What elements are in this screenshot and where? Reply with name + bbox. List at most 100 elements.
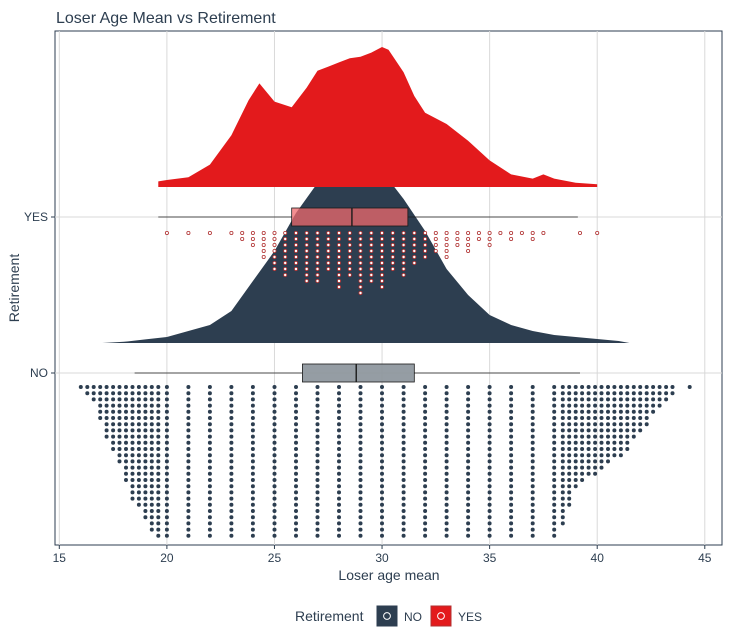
dot-no	[136, 490, 141, 495]
chart-title: Loser Age Mean vs Retirement	[56, 10, 276, 27]
dot-no	[117, 391, 122, 396]
dot-no	[423, 527, 428, 532]
dot-no	[250, 384, 255, 389]
dot-no	[423, 391, 428, 396]
dot-no	[567, 477, 572, 482]
dot-yes	[444, 236, 449, 241]
dot-no	[229, 477, 234, 482]
dot-no	[164, 440, 169, 445]
dot-no	[657, 403, 662, 408]
series-yes	[158, 47, 600, 295]
dot-no	[580, 446, 585, 451]
dot-no	[272, 415, 277, 420]
dot-no	[130, 471, 135, 476]
dot-no	[229, 434, 234, 439]
dot-yes	[304, 254, 309, 259]
dot-no	[136, 453, 141, 458]
dot-no	[164, 471, 169, 476]
dot-no	[509, 533, 514, 538]
dot-no	[358, 508, 363, 513]
dot-yes	[595, 230, 600, 235]
dot-no	[358, 496, 363, 501]
dot-no	[560, 484, 565, 489]
dot-no	[530, 465, 535, 470]
dot-no	[487, 490, 492, 495]
dot-no	[487, 459, 492, 464]
dot-no	[509, 415, 514, 420]
dot-no	[272, 397, 277, 402]
dot-no	[293, 446, 298, 451]
dot-no	[186, 477, 191, 482]
dot-no	[567, 428, 572, 433]
dot-no	[207, 453, 212, 458]
dot-no	[149, 521, 154, 526]
dot-no	[358, 397, 363, 402]
dot-no	[143, 409, 148, 414]
dot-no	[186, 484, 191, 489]
dot-no	[401, 465, 406, 470]
dot-no	[111, 428, 116, 433]
dot-yes	[304, 260, 309, 265]
dot-no	[136, 477, 141, 482]
dot-no	[530, 422, 535, 427]
dot-yes	[358, 278, 363, 283]
dot-no	[164, 459, 169, 464]
dot-no	[593, 459, 598, 464]
dot-yes	[509, 236, 514, 241]
dot-no	[509, 521, 514, 526]
dot-no	[580, 391, 585, 396]
dot-no	[111, 391, 116, 396]
dot-no	[98, 415, 103, 420]
dot-no	[111, 422, 116, 427]
dot-yes	[261, 230, 266, 235]
dot-no	[651, 391, 656, 396]
dot-no	[487, 477, 492, 482]
dot-no	[164, 515, 169, 520]
dot-no	[401, 521, 406, 526]
dot-no	[272, 403, 277, 408]
dot-no	[560, 440, 565, 445]
dot-no	[229, 453, 234, 458]
x-tick-label: 25	[268, 551, 282, 565]
dot-no	[358, 459, 363, 464]
dot-no	[567, 409, 572, 414]
dot-no	[599, 422, 604, 427]
dot-no	[612, 428, 617, 433]
dot-yes	[336, 278, 341, 283]
dot-no	[423, 496, 428, 501]
dot-no	[149, 453, 154, 458]
dot-no	[164, 453, 169, 458]
dot-no	[466, 409, 471, 414]
x-tick-label: 20	[160, 551, 174, 565]
dot-no	[593, 434, 598, 439]
dot-no	[580, 471, 585, 476]
dot-no	[657, 384, 662, 389]
dot-no	[530, 403, 535, 408]
dot-no	[423, 465, 428, 470]
dot-yes	[487, 242, 492, 247]
dot-no	[250, 521, 255, 526]
dot-no	[149, 397, 154, 402]
dot-yes	[272, 260, 277, 265]
dot-no	[612, 440, 617, 445]
dot-yes	[369, 236, 374, 241]
dot-yes	[347, 242, 352, 247]
dot-no	[444, 459, 449, 464]
dot-no	[379, 446, 384, 451]
dot-no	[487, 397, 492, 402]
dot-no	[272, 446, 277, 451]
dot-no	[401, 484, 406, 489]
dot-no	[156, 508, 161, 513]
dot-no	[156, 496, 161, 501]
dot-yes	[293, 248, 298, 253]
dot-no	[130, 477, 135, 482]
dot-no	[599, 397, 604, 402]
dot-no	[124, 440, 129, 445]
dot-no	[136, 484, 141, 489]
dot-no	[85, 391, 90, 396]
dot-no	[272, 484, 277, 489]
dot-no	[229, 515, 234, 520]
dot-no	[466, 521, 471, 526]
dot-no	[156, 465, 161, 470]
dot-no	[130, 434, 135, 439]
